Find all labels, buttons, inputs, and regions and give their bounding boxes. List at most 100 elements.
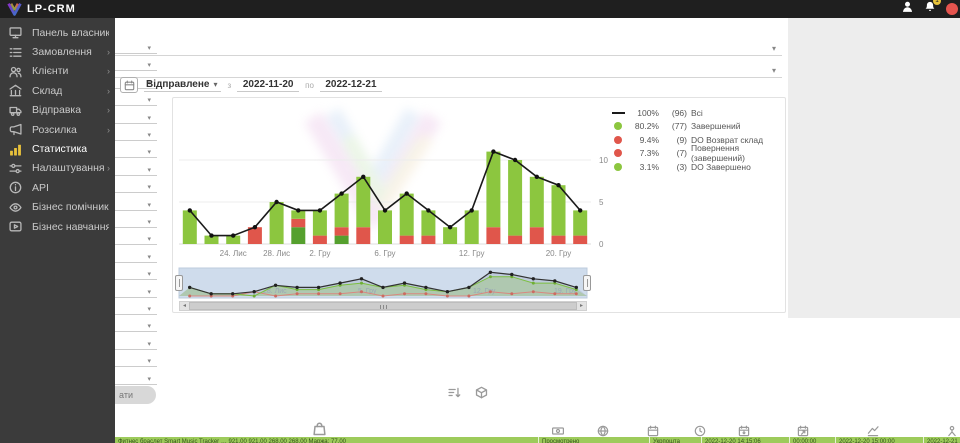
side-filter-select-9[interactable]: ▾ bbox=[103, 179, 157, 194]
chevron-down-icon: ▾ bbox=[147, 375, 151, 383]
column-header-sitemap-icon[interactable] bbox=[946, 424, 958, 442]
side-filter-select-18[interactable]: ▾ bbox=[103, 336, 157, 350]
sidebar-item-label: Клієнти bbox=[32, 65, 69, 78]
date-to-input[interactable]: 2022-12-21 bbox=[319, 79, 382, 92]
navigator-left-handle[interactable] bbox=[175, 275, 183, 291]
side-filter-select-4[interactable]: ▾ bbox=[103, 92, 157, 107]
calendar-button[interactable] bbox=[120, 77, 138, 93]
chevron-right-icon: › bbox=[107, 85, 110, 96]
sidebar-item-10[interactable]: Бізнес навчання bbox=[0, 217, 115, 236]
sidebar-item-2[interactable]: Клієнти › bbox=[0, 62, 115, 81]
chevron-down-icon: ▾ bbox=[147, 114, 151, 122]
navigator-scrollbar[interactable]: ◂ ▸ bbox=[179, 301, 587, 311]
legend-item-4[interactable]: 3.1% (3) DO Завершено bbox=[611, 160, 785, 174]
legend-label: Всі bbox=[691, 107, 703, 118]
user-avatar-icon[interactable] bbox=[901, 0, 914, 18]
date-type-select[interactable]: Відправлене ▾ bbox=[144, 79, 222, 92]
svg-text:6. Гру: 6. Гру bbox=[374, 249, 395, 258]
side-filter-select-8[interactable]: ▾ bbox=[103, 162, 157, 176]
side-filter-select-13[interactable]: ▾ bbox=[103, 249, 157, 263]
topbar: LP-CRM 1 bbox=[0, 0, 960, 18]
legend-label: DO Завершено bbox=[691, 161, 751, 172]
order-row-cell-4: 00:00:00 bbox=[790, 437, 836, 443]
sidebar-item-label: Розсилка bbox=[32, 123, 77, 136]
column-header-gift-icon[interactable] bbox=[597, 424, 609, 442]
chevron-down-icon: ▾ bbox=[147, 253, 151, 261]
cube-toggle[interactable] bbox=[475, 386, 488, 404]
products-column-bag-icon[interactable] bbox=[312, 421, 327, 441]
navigator-right-handle[interactable] bbox=[583, 275, 591, 291]
date-from-input[interactable]: 2022-11-20 bbox=[237, 79, 300, 92]
sidebar-item-label: Панель власника bbox=[32, 26, 109, 39]
gift-icon bbox=[597, 425, 609, 437]
side-filter-select-1[interactable]: ▾ bbox=[103, 40, 157, 54]
sort-list-toggle[interactable] bbox=[448, 386, 461, 404]
side-filter-select-15[interactable]: ▾ bbox=[103, 284, 157, 298]
svg-text:19. Гру: 19. Гру bbox=[554, 288, 577, 295]
column-header-calendar-down-icon[interactable] bbox=[738, 424, 750, 442]
svg-text:2. Гру: 2. Гру bbox=[309, 249, 330, 258]
sidebar-item-3[interactable]: Склад › bbox=[0, 81, 115, 100]
legend-item-1[interactable]: 80.2% (77) Завершений bbox=[611, 120, 785, 134]
column-header-clock-icon[interactable] bbox=[694, 424, 706, 442]
chevron-down-icon: ▾ bbox=[147, 271, 151, 279]
filter-select-1[interactable]: ▾ bbox=[110, 40, 782, 56]
scrollbar-thumb[interactable] bbox=[189, 302, 577, 310]
side-filter-select-16[interactable]: ▾ bbox=[103, 301, 157, 315]
side-filter-select-7[interactable]: ▾ bbox=[103, 144, 157, 159]
legend-item-0[interactable]: 100% (96) Всі bbox=[611, 106, 785, 120]
legend-percent: 80.2% bbox=[634, 121, 659, 132]
side-filter-select-20[interactable]: ▾ bbox=[103, 371, 157, 385]
side-filter-select-12[interactable]: ▾ bbox=[103, 231, 157, 246]
legend-count: (77) bbox=[671, 121, 687, 132]
legend-count: (7) bbox=[676, 148, 687, 159]
sidebar-item-8[interactable]: API bbox=[0, 178, 115, 197]
chevron-right-icon: › bbox=[107, 47, 110, 58]
legend-item-2[interactable]: 9.4% (9) DO Возврат склад bbox=[611, 133, 785, 147]
order-row-cell-6: 2022-12-21 10:07:05 bbox=[924, 437, 960, 443]
side-filter-select-14[interactable]: ▾ bbox=[103, 266, 157, 281]
scroll-left-icon[interactable]: ◂ bbox=[182, 303, 186, 309]
chevron-right-icon: › bbox=[107, 105, 110, 116]
sidebar-item-9[interactable]: Бізнес помічники bbox=[0, 198, 115, 217]
chevron-down-icon: ▾ bbox=[213, 79, 218, 89]
svg-text:0: 0 bbox=[599, 240, 604, 249]
column-header-banknote-icon[interactable] bbox=[552, 424, 565, 442]
notifications-bell-icon[interactable]: 1 bbox=[924, 0, 941, 18]
chevron-down-icon: ▾ bbox=[147, 323, 151, 331]
order-table-first-row[interactable]: Фитнес браслет Smart Music Tracker … 921… bbox=[115, 437, 960, 443]
legend-label: DO Возврат склад bbox=[691, 134, 764, 145]
sidebar-item-label: Замовлення bbox=[32, 46, 92, 59]
sidebar-item-7[interactable]: Налаштування › bbox=[0, 159, 115, 178]
scroll-right-icon[interactable]: ▸ bbox=[579, 303, 583, 309]
chevron-right-icon: › bbox=[107, 124, 110, 135]
column-header-chart-lines-icon[interactable] bbox=[867, 424, 879, 442]
svg-text:24. Лис: 24. Лис bbox=[220, 249, 247, 258]
column-header-calendar-arrow-icon[interactable] bbox=[797, 424, 809, 442]
alert-dot-icon[interactable] bbox=[946, 3, 958, 15]
side-filter-select-5[interactable]: ▾ bbox=[103, 110, 157, 124]
side-filter-select-19[interactable]: ▾ bbox=[103, 353, 157, 368]
legend-item-3[interactable]: 7.3% (7) Повернення (завершений) bbox=[611, 143, 785, 163]
sidebar-item-0[interactable]: Панель власника bbox=[0, 23, 115, 42]
order-row-cell-5: 2022-12-20 15:00:00 bbox=[836, 437, 924, 443]
bag-icon bbox=[313, 422, 326, 436]
logo[interactable]: LP-CRM bbox=[0, 2, 76, 16]
sidebar-item-6[interactable]: Статистика bbox=[0, 139, 115, 158]
svg-text:12. Гру: 12. Гру bbox=[459, 249, 485, 258]
sidebar-item-4[interactable]: Відправка › bbox=[0, 101, 115, 120]
background-panel bbox=[788, 18, 960, 318]
column-header-calendar-icon[interactable] bbox=[647, 424, 659, 442]
from-label: з bbox=[227, 80, 232, 90]
side-filter-select-2[interactable]: ▾ bbox=[103, 57, 157, 72]
side-filter-select-10[interactable]: ▾ bbox=[103, 197, 157, 211]
sidebar-item-1[interactable]: Замовлення › bbox=[0, 42, 115, 61]
side-filter-select-6[interactable]: ▾ bbox=[103, 127, 157, 141]
side-filter-select-17[interactable]: ▾ bbox=[103, 318, 157, 333]
sidebar-item-5[interactable]: Розсилка › bbox=[0, 120, 115, 139]
monitor-icon bbox=[9, 27, 22, 39]
order-row-cell-2: Укрпошта bbox=[650, 437, 702, 443]
side-filter-select-11[interactable]: ▾ bbox=[103, 214, 157, 228]
legend-percent: 3.1% bbox=[639, 161, 659, 172]
filter-select-2[interactable]: ▾ bbox=[110, 62, 782, 78]
